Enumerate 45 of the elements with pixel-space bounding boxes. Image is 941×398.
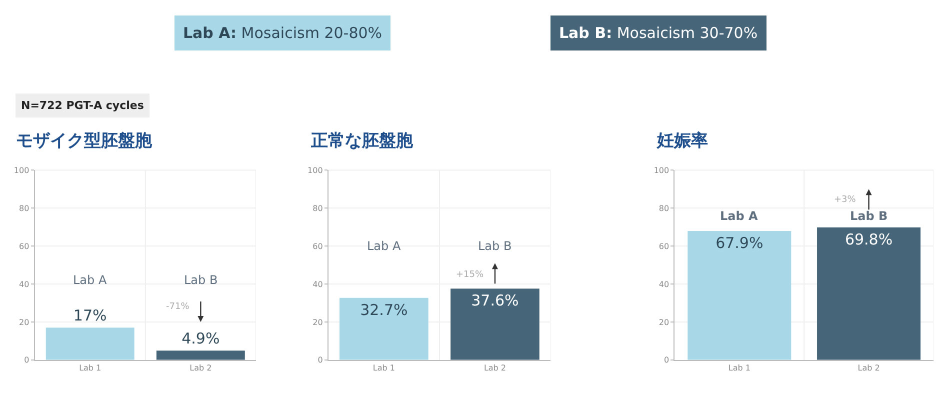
chart-title: 正常な胚盤胞 [310, 131, 414, 151]
y-tick-label: 20 [658, 318, 670, 327]
y-tick-label: 80 [658, 204, 670, 213]
y-tick-label: 100 [308, 166, 323, 175]
y-tick-label: 80 [19, 204, 30, 213]
annotation: Lab B [478, 239, 512, 253]
x-tick-label: Lab 1 [79, 364, 102, 373]
x-tick-label: Lab 1 [728, 364, 750, 373]
annotation: -71% [166, 302, 190, 312]
x-tick-label: Lab 2 [484, 364, 506, 373]
annotation: Lab A [73, 273, 108, 287]
annotation: Lab A [367, 239, 402, 253]
x-tick-label: Lab 1 [372, 364, 395, 373]
y-tick-label: 0 [664, 356, 670, 365]
text: Lab A: Mosaicism 20-80% [183, 24, 382, 42]
y-tick-label: 0 [24, 356, 30, 365]
data-label: 32.7% [360, 300, 408, 319]
annotation: Lab A [720, 209, 759, 223]
chart-title: モザイク型胚盤胞 [16, 131, 153, 151]
y-tick-label: 0 [318, 356, 323, 365]
y-tick-label: 80 [312, 204, 323, 213]
y-tick-label: 60 [658, 242, 670, 251]
x-tick-label: Lab 2 [858, 364, 880, 373]
chart-title: 妊娠率 [656, 131, 708, 151]
text: N=722 PGT-A cycles [21, 99, 144, 112]
x-tick-label: Lab 2 [190, 364, 212, 373]
y-tick-label: 60 [19, 242, 30, 251]
data-label: 4.9% [182, 330, 220, 348]
y-tick-label: 20 [312, 318, 323, 327]
y-tick-label: 40 [312, 280, 323, 289]
y-tick-label: 20 [19, 318, 30, 327]
data-label: 69.8% [844, 230, 893, 248]
annotation: +3% [834, 195, 856, 205]
y-tick-label: 100 [654, 166, 670, 175]
data-label: 67.9% [716, 234, 764, 252]
data-label: 17% [73, 306, 107, 325]
annotation: +15% [456, 270, 484, 280]
text: Lab B: Mosaicism 30-70% [559, 24, 758, 42]
data-label: 37.6% [471, 292, 519, 310]
y-tick-label: 100 [14, 166, 30, 175]
y-tick-label: 60 [312, 242, 323, 251]
annotation: Lab B [184, 273, 218, 287]
annotation: Lab B [850, 209, 888, 223]
y-tick-label: 40 [658, 280, 670, 289]
y-tick-label: 40 [19, 280, 30, 289]
